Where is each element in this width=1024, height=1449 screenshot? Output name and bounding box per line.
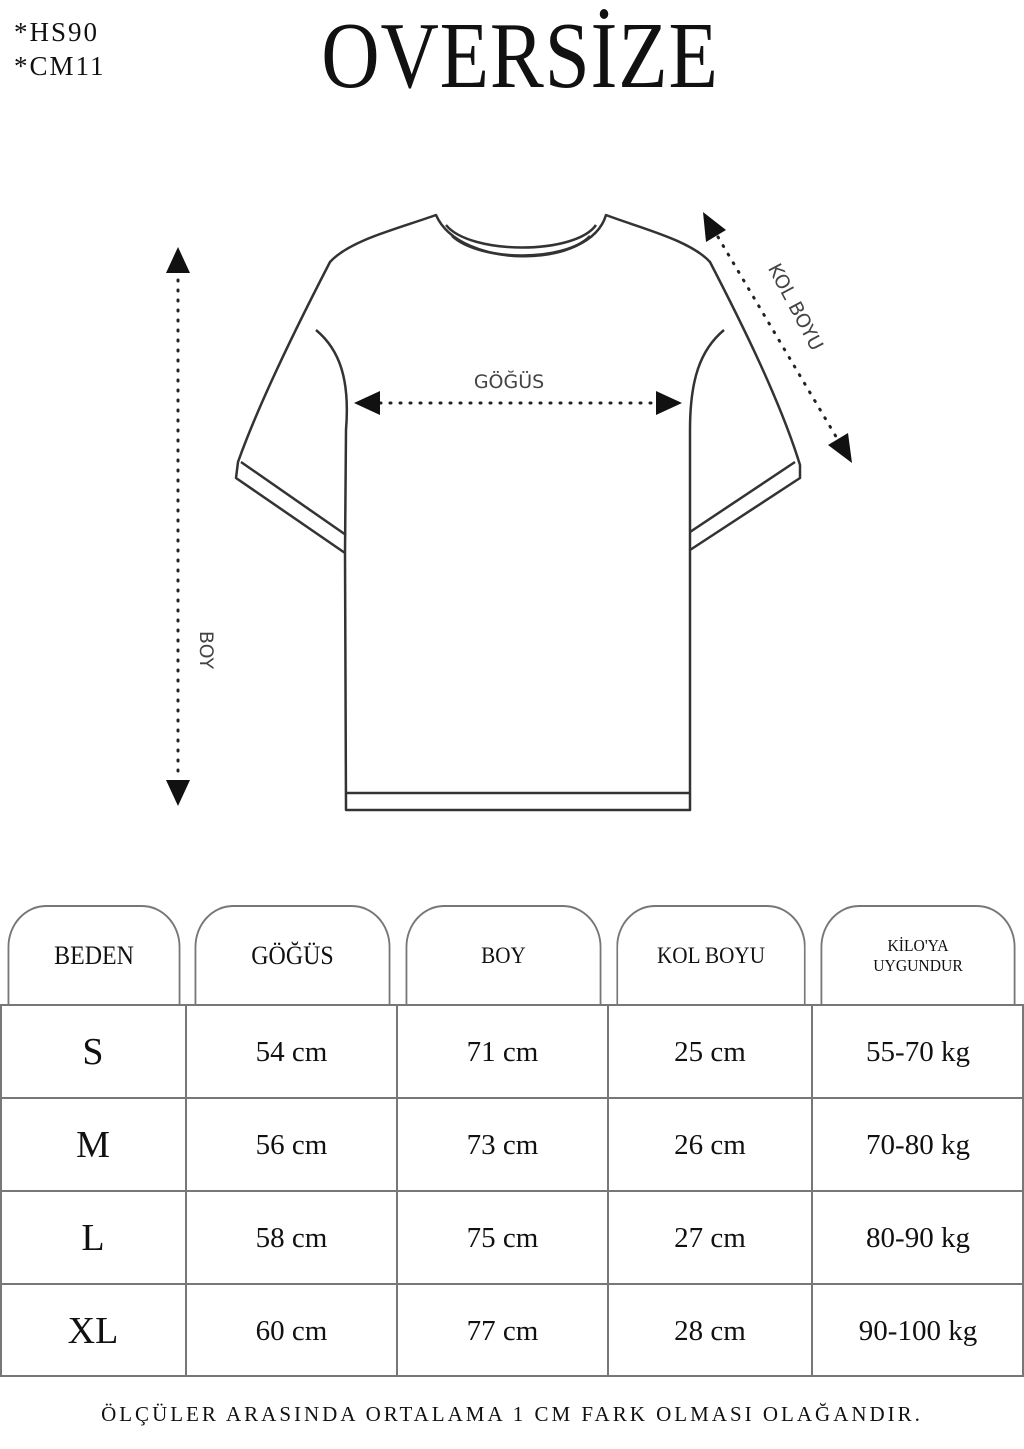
cell-chest: 60 cm (255, 1314, 328, 1347)
footer-note: ÖLÇÜLER ARASINDA ORTALAMA 1 CM FARK OLMA… (101, 1402, 923, 1426)
left-shoulder-seam (315, 329, 349, 554)
cell-weight: 90-100 kg (858, 1314, 978, 1347)
collar-inner-2 (451, 235, 591, 257)
header-kilo: KİLO'YA UYGUNDUR (820, 905, 1016, 1005)
cell-length: 71 cm (466, 1035, 539, 1068)
arrow-left-icon (354, 391, 380, 415)
cell-chest: 54 cm (255, 1035, 328, 1068)
product-code-1: *HS90 (14, 17, 100, 47)
arrow-right-icon (656, 391, 682, 415)
cell-size: L (81, 1217, 105, 1259)
cell-chest: 56 cm (255, 1128, 328, 1161)
tshirt-outline (234, 213, 802, 812)
cell-sleeve: 26 cm (674, 1128, 746, 1161)
product-code-2: *CM11 (14, 51, 106, 81)
sleeve-label: KOL BOYU (763, 260, 827, 354)
cell-size: M (76, 1124, 110, 1166)
cell-sleeve: 28 cm (674, 1314, 746, 1347)
header-boy: BOY (405, 905, 602, 1005)
cell-size: XL (67, 1310, 119, 1352)
arrow-down-icon (166, 780, 190, 806)
chest-label: GÖĞÜS (474, 369, 544, 393)
right-sleeve-hem (689, 460, 796, 534)
cell-weight: 80-90 kg (866, 1221, 970, 1254)
cell-length: 77 cm (466, 1314, 539, 1347)
header-beden: BEDEN (7, 905, 181, 1005)
cell-sleeve: 25 cm (674, 1035, 746, 1068)
cell-size: S (82, 1031, 104, 1073)
tshirt-diagram: GÖĞÜS BOY KOL BOYU (166, 212, 852, 812)
header-gogus: GÖĞÜS (194, 905, 391, 1005)
length-label: BOY (195, 631, 217, 670)
arrow-up-icon (166, 247, 190, 273)
cell-length: 73 cm (466, 1128, 539, 1161)
page-title: OVERSİZE (321, 4, 719, 108)
right-shoulder-seam (688, 329, 725, 550)
sleeve-dotted-line (716, 235, 840, 442)
cell-weight: 70-80 kg (866, 1128, 970, 1161)
cell-chest: 58 cm (255, 1221, 328, 1254)
header-kol-boyu: KOL BOYU (616, 905, 806, 1005)
cell-weight: 55-70 kg (866, 1035, 970, 1068)
collar-inner (445, 224, 598, 249)
cell-length: 75 cm (466, 1221, 539, 1254)
arrow-up-left-icon (703, 212, 726, 242)
arrow-down-right-icon (828, 433, 852, 463)
cell-sleeve: 27 cm (674, 1221, 746, 1254)
left-sleeve-hem (240, 460, 347, 537)
